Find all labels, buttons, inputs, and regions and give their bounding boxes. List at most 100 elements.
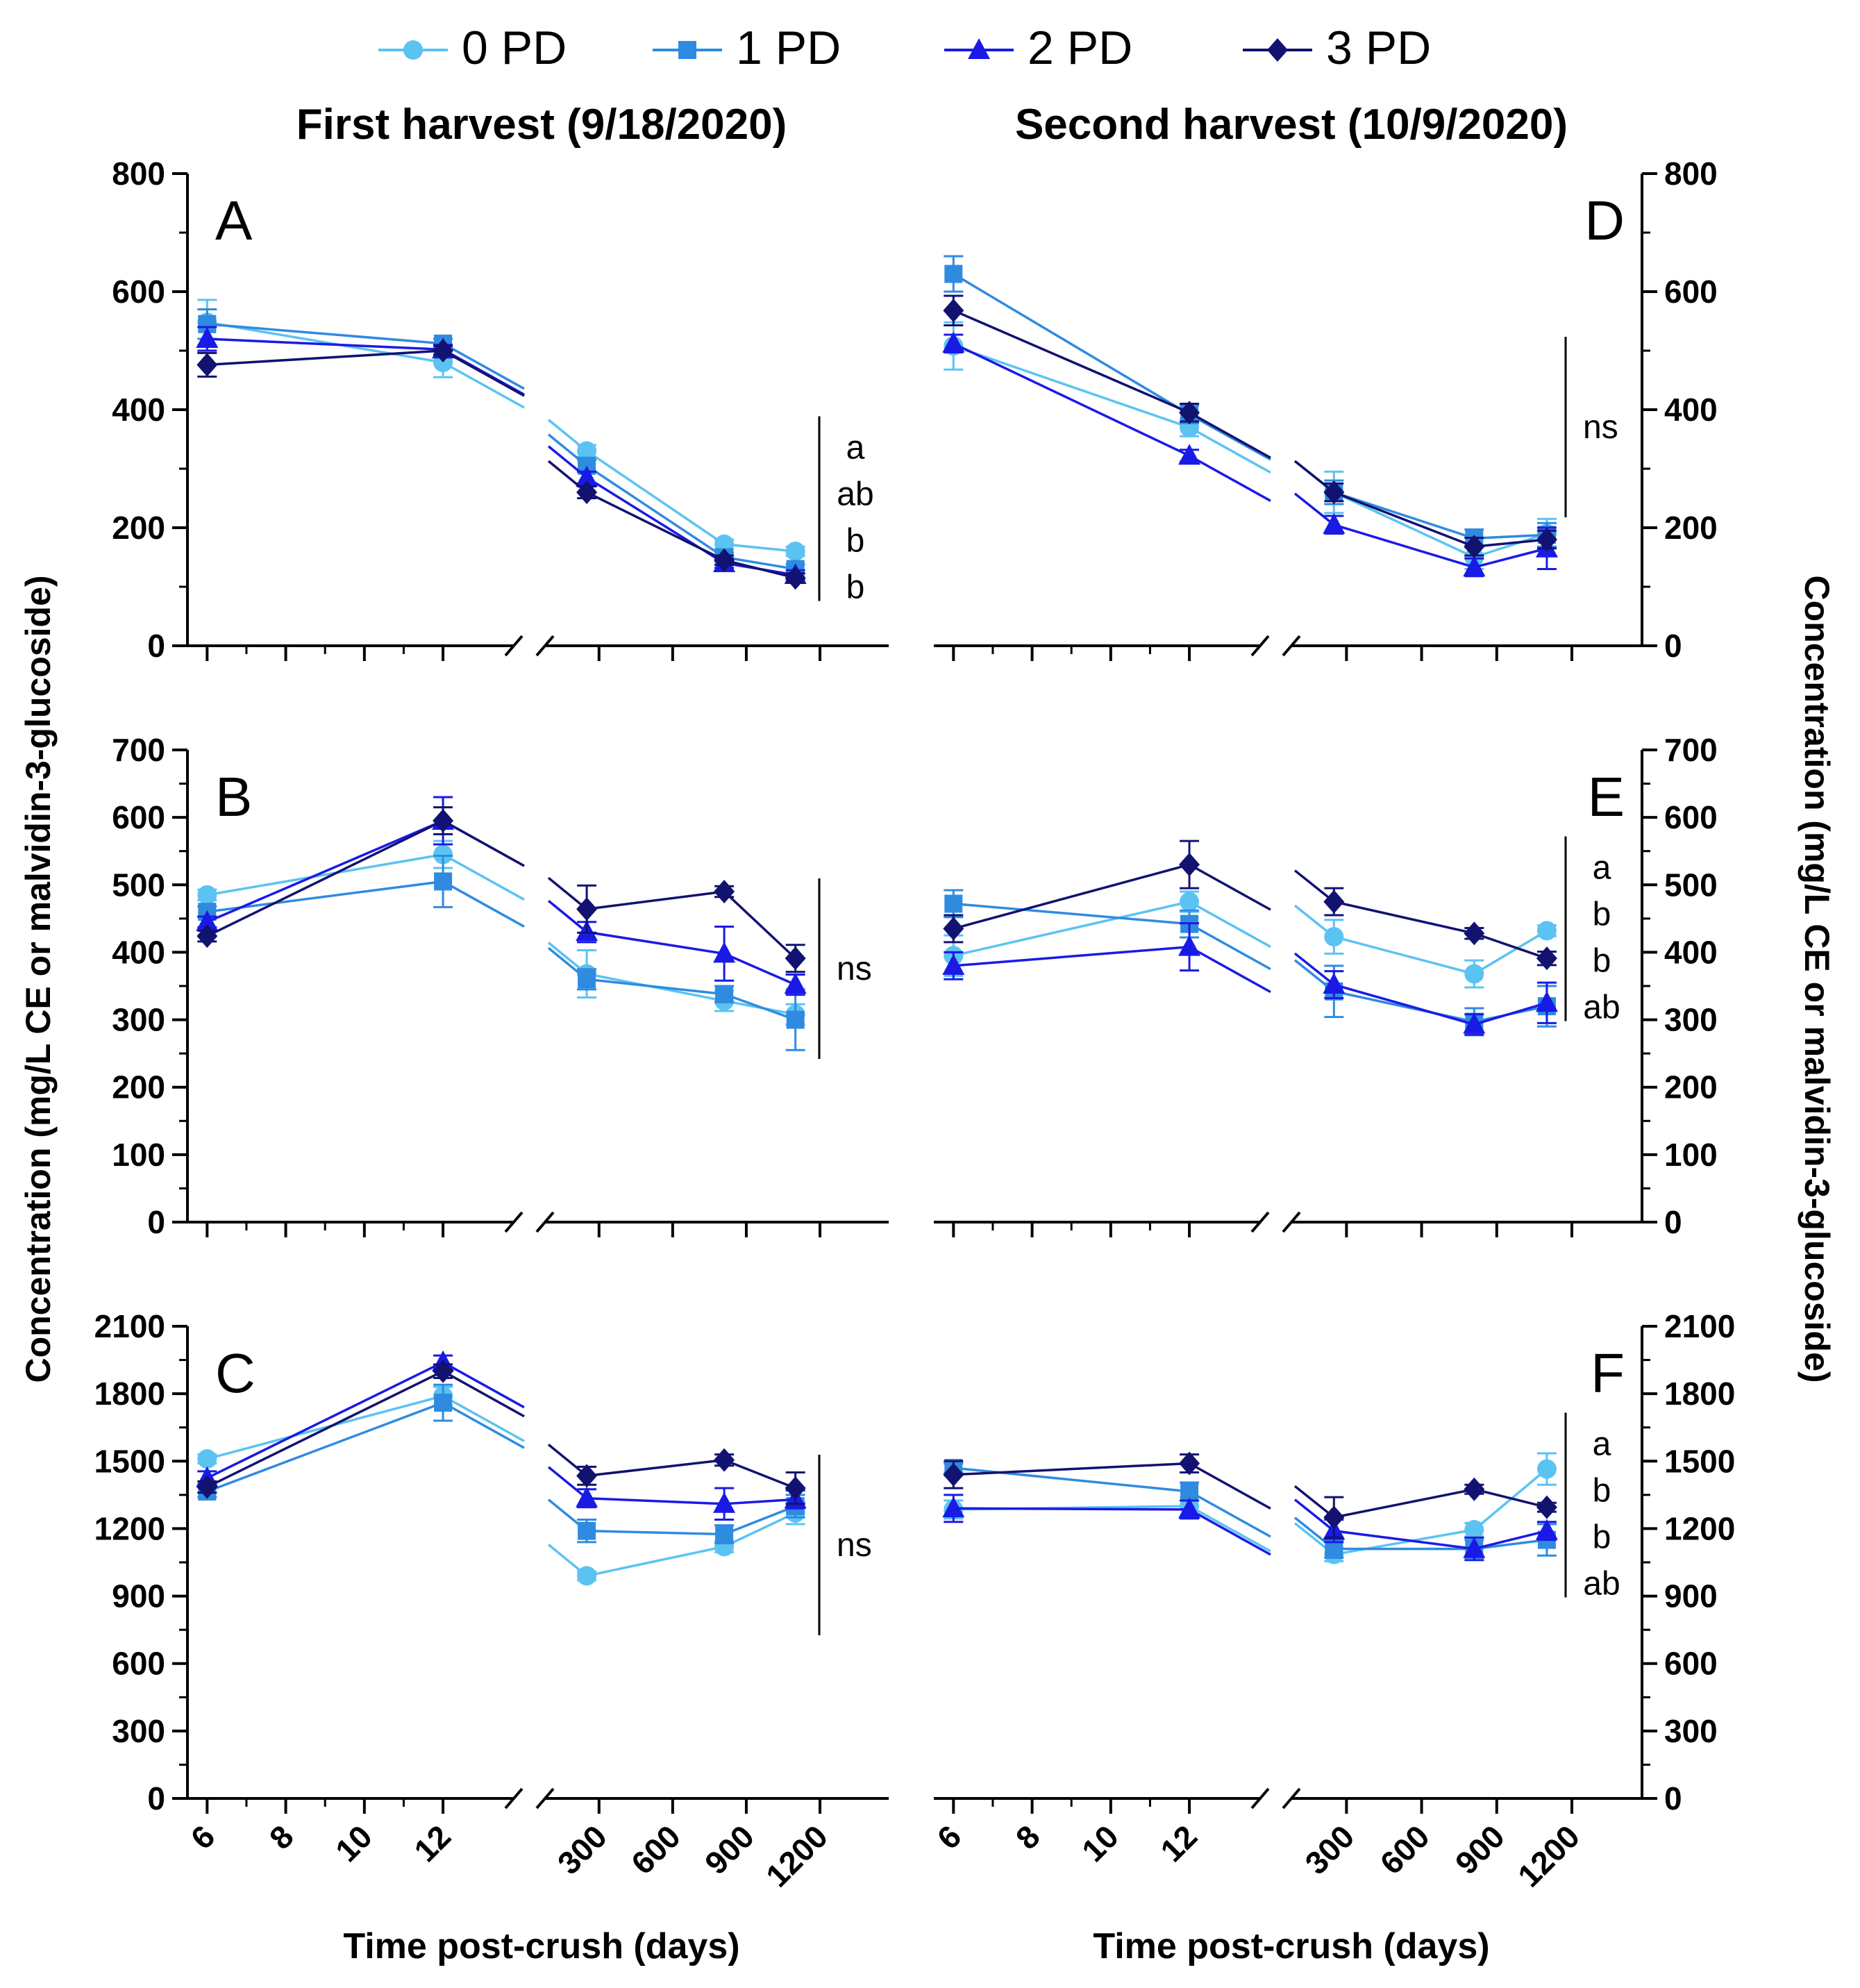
x-tick-label: 6 [184,1818,222,1856]
y-tick-label: 0 [1664,1780,1682,1816]
x-tick-label: 10 [328,1818,379,1869]
x-tick-label: 8 [262,1818,301,1856]
series-line-segment-1 [206,819,525,937]
y-tick-label: 1500 [1664,1443,1735,1479]
y-tick-label: 300 [1664,1713,1718,1749]
significance-group: a ab bb [818,416,874,606]
data-point [577,1566,597,1586]
series-2-pd [942,1494,1558,1562]
significance-label: b [1593,943,1611,980]
series-line-segment-1 [207,853,525,901]
y-tick-label: 0 [147,1780,165,1816]
series-line-segment-2 [1293,1485,1548,1519]
data-point [715,1525,734,1544]
data-point [1536,1459,1557,1479]
panel-letter: F [1591,1342,1625,1404]
series-line-segment-1 [953,902,1271,971]
axis-break-mark [535,1211,555,1233]
y-tick-label: 400 [112,934,165,970]
y-tick-label: 300 [112,1002,165,1038]
y-tick-label: 100 [112,1137,165,1173]
data-point [944,265,963,283]
x-tick-label: 300 [1298,1818,1361,1881]
series-0-pd [944,890,1557,989]
data-point [1464,1477,1485,1501]
data-point [1536,921,1557,941]
y-tick-label: 100 [1664,1137,1718,1173]
legend-marker [968,38,990,59]
x-tick-label: 600 [1373,1818,1436,1881]
series-line-segment-2 [547,433,796,571]
panel-letter: E [1588,766,1625,828]
significance-label: ab [1583,1566,1620,1603]
data-point [1463,1012,1486,1034]
x-tick-label: 6 [930,1818,969,1856]
y-tick-label: 0 [1664,1204,1682,1240]
data-point [1464,921,1485,946]
axis-break-mark [1282,1787,1301,1810]
series-0-pd [197,840,805,1026]
data-point [1323,973,1346,994]
panel-D: 0 200 400 600 800 Dns [934,156,1718,664]
legend-item-1-pd: 1 PD [653,22,841,74]
legend-label: 3 PD [1326,22,1431,74]
data-point [785,1476,806,1501]
axis-break-mark [504,635,523,657]
series-line-segment-2 [1293,1517,1548,1551]
significance-label: ab [1583,989,1620,1026]
y-tick-label: 2100 [1664,1308,1735,1344]
data-point [196,353,218,377]
data-point [1324,927,1344,947]
legend: 0 PD 1 PD 2 PD 3 PD [378,22,1431,74]
data-point [197,1449,217,1469]
data-point [944,894,963,913]
x-axis-label-left: Time post-crush (days) [343,1926,739,1966]
y-tick-label: 900 [1664,1578,1718,1614]
x-tick-label: 12 [1153,1818,1204,1869]
axis-break-mark [535,635,555,657]
axis-break-mark [1282,1211,1301,1233]
series-line-segment-2 [1293,460,1548,548]
col-title-second: Second harvest (10/9/2020) [1015,101,1568,149]
data-point [576,481,598,504]
data-point [785,542,805,561]
data-point [785,946,806,971]
data-point [1464,1520,1484,1540]
series-2-pd [942,331,1558,578]
x-tick-label: 8 [1009,1818,1047,1856]
y-tick-label: 600 [1664,1646,1718,1682]
data-point [1464,964,1484,984]
y-tick-label: 400 [1664,934,1718,970]
y-tick-label: 500 [1664,867,1718,903]
series-line-segment-1 [207,321,525,409]
y-tick-label: 500 [112,867,165,903]
data-point [196,910,219,931]
series-line-segment-2 [547,946,796,1021]
series-line-segment-2 [1293,492,1548,569]
significance-label: ab [837,476,873,513]
series-0-pd [197,299,805,561]
data-point [577,441,597,461]
data-point [1179,853,1200,877]
axis-break-mark [504,1211,523,1233]
data-point [784,973,807,994]
y-tick-label: 2100 [94,1308,165,1344]
panel-letter: D [1584,190,1625,251]
data-point [1536,528,1557,551]
series-3-pd [196,339,806,590]
x-tick-label: 12 [407,1818,458,1869]
series-line-segment-1 [207,337,525,396]
y-tick-label: 600 [1664,274,1718,310]
data-point [1463,555,1486,576]
data-point [1535,1519,1558,1540]
y-tick-label: 800 [1664,156,1718,192]
series-line-segment-2 [547,1498,796,1536]
data-point [1178,1497,1201,1519]
data-point [196,1475,218,1499]
series-1-pd [197,855,805,1051]
y-tick-label: 200 [1664,510,1718,546]
